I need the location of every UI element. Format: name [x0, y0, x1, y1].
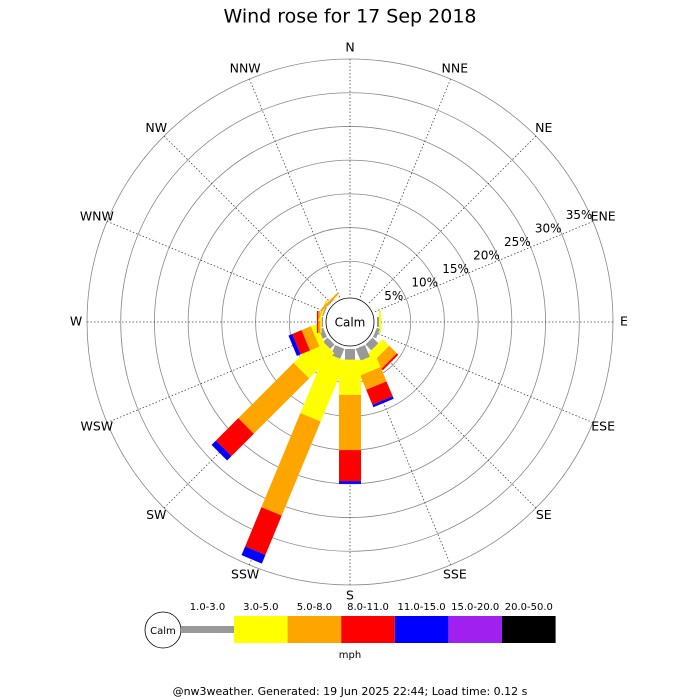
ring-label: 15% — [442, 262, 469, 276]
legend-swatch — [341, 616, 395, 643]
direction-label: ENE — [591, 209, 616, 224]
wind-bar-segment — [372, 396, 394, 408]
wind-bar-segment — [355, 295, 365, 299]
wind-bar-segment — [238, 362, 310, 434]
direction-label: W — [70, 314, 82, 329]
wind-bar-segment — [379, 311, 382, 333]
wind-bar-segment — [326, 298, 335, 307]
legend-swatch — [234, 616, 288, 643]
wind-bar-segment — [318, 311, 321, 333]
direction-label: SSW — [231, 567, 259, 582]
wind-bar-segment — [245, 507, 282, 555]
wind-bar-segment — [321, 293, 339, 311]
wind-bar-segment — [377, 317, 380, 327]
wind-bar-segment — [323, 337, 335, 349]
wind-bar-segment — [330, 345, 345, 359]
direction-label: SW — [146, 507, 166, 522]
ring-label: 5% — [384, 289, 403, 303]
ring-label: 25% — [504, 235, 531, 249]
wind-bar-segment — [321, 306, 327, 317]
legend-swatch — [287, 616, 342, 643]
wind-bar-segment — [310, 323, 325, 347]
direction-label: WSW — [81, 418, 114, 433]
direction-label: NW — [145, 120, 167, 135]
wind-bar-segment — [339, 481, 361, 484]
wind-bar-segment — [301, 326, 320, 351]
direction-spoke — [359, 78, 452, 298]
wind-bar-segment — [316, 311, 319, 333]
legend-label: 8.0-11.0 — [347, 602, 389, 613]
direction-label: N — [345, 40, 354, 55]
direction-label: NNW — [230, 60, 261, 75]
wind-bar-segment — [211, 440, 232, 461]
wind-bar-segment — [381, 353, 399, 371]
wind-bar-segment — [339, 394, 361, 451]
legend-swatch — [448, 616, 502, 643]
legend-label: 11.0-15.0 — [398, 602, 446, 613]
direction-spoke — [163, 135, 332, 304]
wind-bar-segment — [241, 546, 266, 564]
legend-label: 15.0-20.0 — [451, 602, 499, 613]
wind-bar-segment — [339, 359, 361, 395]
ring-label: 35% — [566, 208, 593, 222]
direction-spoke — [368, 135, 537, 304]
direction-label: SSE — [443, 567, 467, 582]
legend-swatch — [394, 616, 449, 643]
direction-label: NE — [535, 120, 552, 135]
direction-label: NNE — [442, 60, 469, 75]
legend-label: 5.0-8.0 — [297, 602, 332, 613]
legend-label: 20.0-50.0 — [505, 602, 553, 613]
wind-bar-segment — [261, 413, 321, 516]
wind-bar-segment — [317, 300, 327, 321]
legend-label: 1.0-3.0 — [190, 602, 225, 613]
footer: @nw3weather. Generated: 19 Jun 2025 22:4… — [173, 685, 528, 698]
wind-bar-segment — [300, 352, 346, 422]
wind-bar-segment — [215, 418, 254, 457]
wind-bar-segment — [365, 337, 379, 351]
direction-spoke — [374, 331, 594, 424]
wind-bar-segment — [339, 450, 361, 482]
direction-label: S — [346, 588, 354, 603]
wind-bar-segment — [292, 330, 310, 355]
wind-bar-segment — [293, 337, 335, 379]
wind-bar-segment — [373, 327, 380, 339]
ring-label: 10% — [411, 275, 438, 289]
unit-label: mph — [339, 650, 361, 661]
direction-spoke — [106, 331, 326, 424]
wind-bar-segment — [355, 345, 370, 361]
direction-spoke — [374, 220, 594, 313]
wind-bar-segment — [373, 345, 397, 369]
wind-bar-segment — [367, 339, 390, 362]
wind-bar-segment — [288, 334, 301, 356]
ring-label: 20% — [473, 248, 500, 262]
direction-spoke — [248, 78, 341, 298]
legend-swatch — [181, 626, 234, 633]
legend-calm-label: Calm — [150, 626, 176, 637]
chart-title: Wind rose for 17 Sep 2018 — [223, 6, 476, 28]
legend-label: 3.0-5.0 — [243, 602, 278, 613]
wind-bar-segment — [355, 354, 381, 376]
direction-spoke — [106, 220, 326, 313]
legend-swatch — [502, 616, 556, 643]
direction-label: ESE — [591, 418, 615, 433]
wind-bar-segment — [373, 307, 377, 317]
direction-spoke — [368, 340, 537, 509]
direction-label: WNW — [80, 209, 114, 224]
wind-bar-segment — [345, 349, 355, 360]
grid-ring — [120, 92, 580, 552]
calm-label: Calm — [335, 316, 366, 330]
wind-bar-segment — [366, 381, 393, 405]
wind-bar-segment — [360, 367, 387, 390]
wind-bar-segment — [321, 317, 323, 327]
direction-label: E — [620, 314, 628, 329]
direction-label: SE — [536, 507, 552, 522]
ring-label: 30% — [535, 221, 562, 235]
calm-circle — [325, 297, 375, 347]
